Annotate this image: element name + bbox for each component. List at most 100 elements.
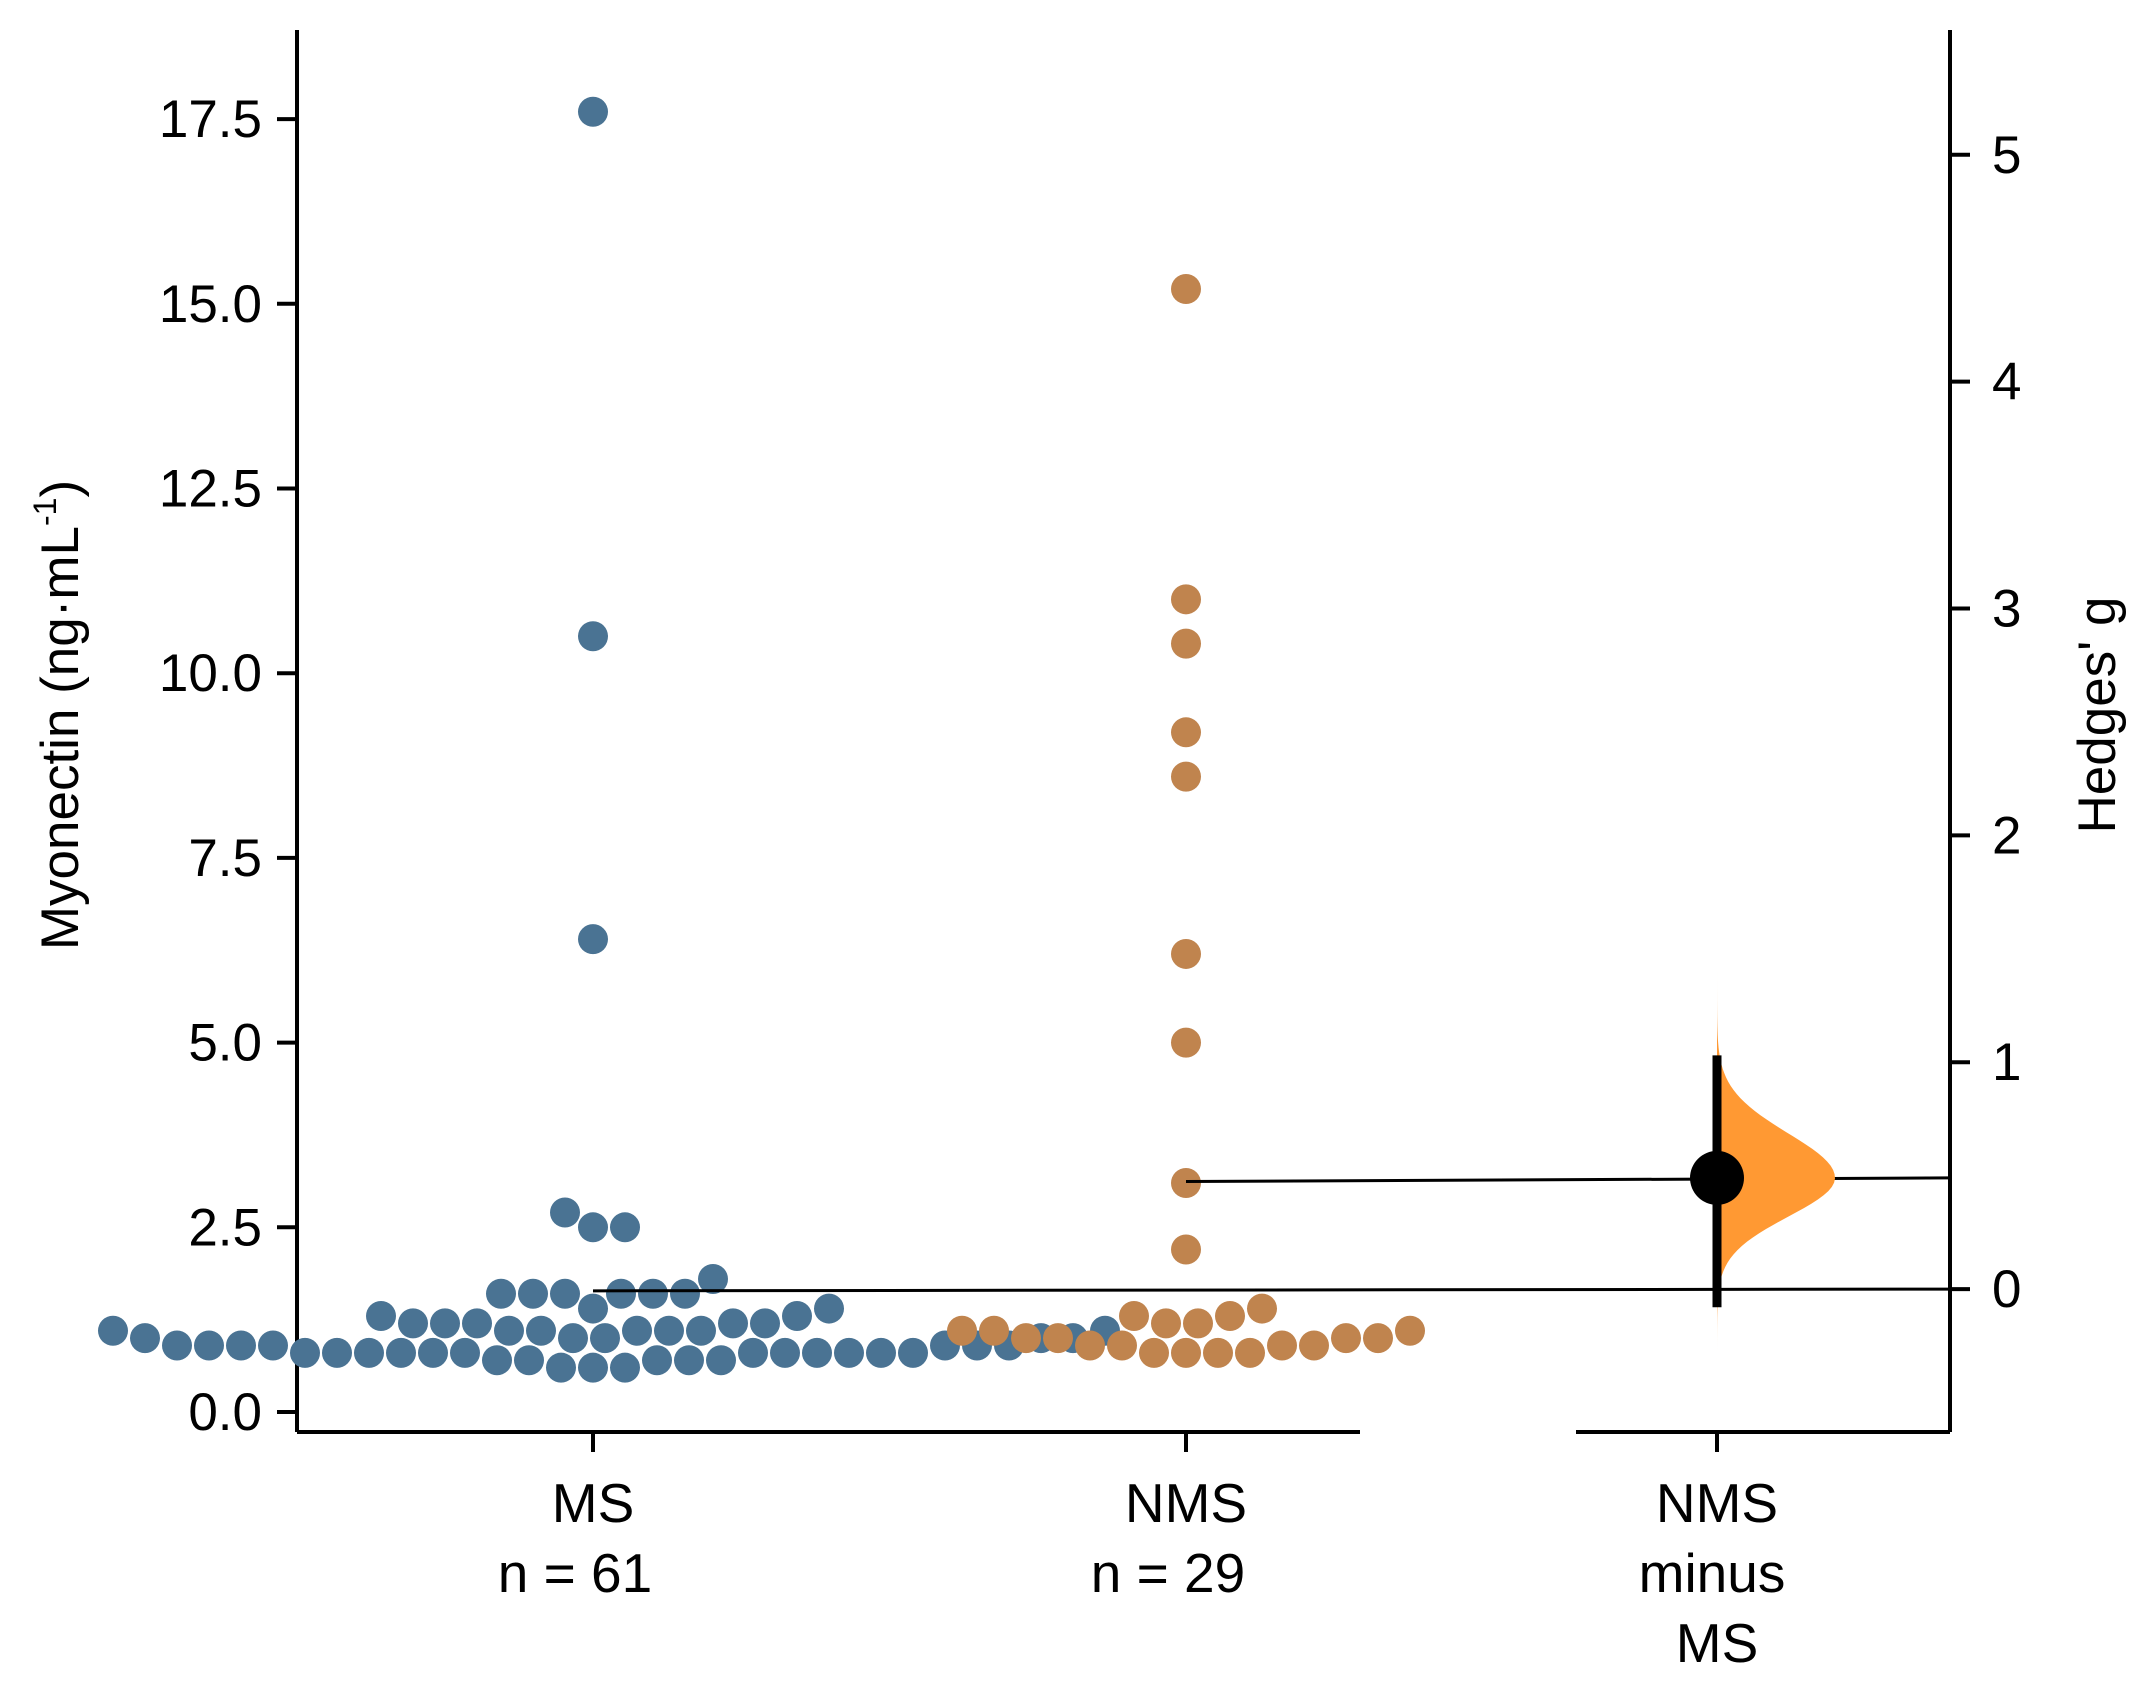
- right-tick-label: 5: [1992, 126, 2021, 185]
- effect-label-line-1: NMS: [1656, 1472, 1778, 1534]
- left-y-axis-title-close: ): [31, 480, 90, 498]
- right-tick-label: 4: [1992, 353, 2021, 412]
- data-point-ms: [674, 1345, 704, 1376]
- data-point-ms: [258, 1330, 288, 1361]
- data-point-ms: [354, 1337, 384, 1368]
- data-point-ms: [386, 1337, 416, 1368]
- data-point-ms: [194, 1330, 224, 1361]
- data-point-ms: [462, 1308, 492, 1339]
- data-point-nms: [1267, 1330, 1297, 1361]
- right-tick-label: 3: [1992, 579, 2021, 638]
- data-point-ms: [610, 1212, 640, 1243]
- effect-size-panel: [592, 858, 1951, 1364]
- control-mean-reference-line: [592, 1287, 1951, 1293]
- data-point-ms: [290, 1337, 320, 1368]
- data-point-ms: [546, 1352, 576, 1383]
- data-point-ms: [750, 1308, 780, 1339]
- data-point-ms: [770, 1337, 800, 1368]
- data-point-nms: [1043, 1323, 1073, 1354]
- data-point-ms: [590, 1323, 620, 1354]
- effect-label-line-3: MS: [1676, 1612, 1759, 1674]
- data-point-ms: [670, 1278, 700, 1309]
- data-point-nms: [1171, 761, 1201, 792]
- data-point-nms: [979, 1315, 1009, 1346]
- data-point-ms: [526, 1315, 556, 1346]
- data-point-ms: [486, 1278, 516, 1309]
- data-point-nms: [1139, 1337, 1169, 1368]
- data-point-nms: [1171, 717, 1201, 748]
- data-point-ms: [802, 1337, 832, 1368]
- data-point-ms: [482, 1345, 512, 1376]
- data-point-ms: [814, 1293, 844, 1324]
- right-y-axis-ticks: 0 1 2 3 4 5: [1950, 126, 2021, 1319]
- data-point-ms: [418, 1337, 448, 1368]
- data-point-nms: [947, 1315, 977, 1346]
- data-point-ms: [98, 1315, 128, 1346]
- data-point-ms: [550, 1278, 580, 1309]
- left-tick-label: 0.0: [188, 1383, 262, 1442]
- data-point-nms: [1151, 1308, 1181, 1339]
- data-point-ms: [398, 1308, 428, 1339]
- data-point-ms: [578, 1293, 608, 1324]
- data-point-ms: [518, 1278, 548, 1309]
- swarm-nms: [947, 274, 1425, 1368]
- data-point-nms: [1171, 628, 1201, 659]
- data-point-ms: [898, 1337, 928, 1368]
- data-point-nms: [1331, 1323, 1361, 1354]
- left-y-axis-title: Myonectin (ng·mL-1): [27, 480, 90, 950]
- data-point-ms: [866, 1337, 896, 1368]
- effect-size-point: [1690, 1150, 1744, 1205]
- data-point-nms: [1203, 1337, 1233, 1368]
- data-point-ms: [558, 1323, 588, 1354]
- data-point-ms: [686, 1315, 716, 1346]
- test-mean-reference-line: [1185, 1176, 1951, 1183]
- data-point-ms: [622, 1315, 652, 1346]
- data-point-ms: [130, 1323, 160, 1354]
- group-n-nms: n = 29: [1091, 1542, 1245, 1604]
- data-point-ms: [642, 1345, 672, 1376]
- left-y-axis-ticks: 0.0 2.5 5.0 7.5 10.0 12.5 15.0 17.5: [159, 90, 297, 1442]
- data-point-nms: [1171, 1234, 1201, 1265]
- data-point-nms: [1247, 1293, 1277, 1324]
- data-point-nms: [1171, 1027, 1201, 1058]
- data-point-nms: [1215, 1300, 1245, 1331]
- swarm-points: [98, 96, 1425, 1383]
- data-point-ms: [610, 1352, 640, 1383]
- data-point-ms: [578, 621, 608, 652]
- left-tick-label: 15.0: [159, 275, 262, 334]
- data-point-ms: [578, 924, 608, 955]
- data-point-ms: [738, 1337, 768, 1368]
- data-point-ms: [162, 1330, 192, 1361]
- data-point-nms: [1171, 584, 1201, 615]
- data-point-ms: [578, 1352, 608, 1383]
- data-point-nms: [1171, 1167, 1201, 1198]
- data-point-ms: [494, 1315, 524, 1346]
- data-point-nms: [1395, 1315, 1425, 1346]
- data-point-nms: [1107, 1330, 1137, 1361]
- left-tick-label: 12.5: [159, 460, 262, 519]
- left-y-axis-title-superscript: -1: [27, 498, 63, 526]
- data-point-nms: [1183, 1308, 1213, 1339]
- data-point-ms: [718, 1308, 748, 1339]
- data-point-ms: [226, 1330, 256, 1361]
- data-point-ms: [834, 1337, 864, 1368]
- data-point-ms: [782, 1300, 812, 1331]
- data-point-ms: [638, 1278, 668, 1309]
- data-point-ms: [698, 1264, 728, 1295]
- data-point-nms: [1235, 1337, 1265, 1368]
- data-point-nms: [1171, 1337, 1201, 1368]
- data-point-ms: [578, 96, 608, 127]
- group-label-nms: NMS: [1125, 1472, 1247, 1534]
- right-tick-label: 0: [1992, 1260, 2021, 1319]
- bootstrap-distribution: [1717, 858, 1835, 1364]
- left-tick-label: 5.0: [188, 1014, 262, 1073]
- data-point-ms: [706, 1345, 736, 1376]
- left-tick-label: 2.5: [188, 1198, 262, 1257]
- data-point-nms: [1299, 1330, 1329, 1361]
- data-point-nms: [1075, 1330, 1105, 1361]
- group-label-ms: MS: [552, 1472, 635, 1534]
- data-point-nms: [1171, 938, 1201, 969]
- data-point-ms: [450, 1337, 480, 1368]
- data-point-ms: [366, 1300, 396, 1331]
